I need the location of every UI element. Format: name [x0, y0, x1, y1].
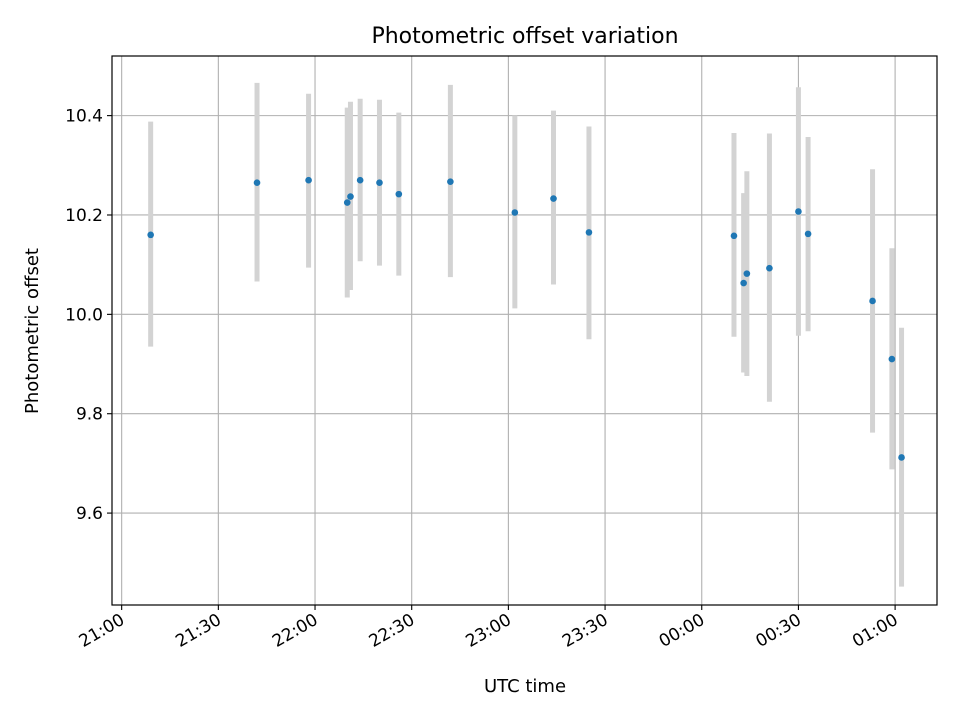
data-point [550, 195, 557, 202]
data-point [356, 176, 364, 184]
x-tick-label: 23:00 [462, 610, 514, 652]
data-point [740, 279, 747, 287]
data-point [253, 179, 261, 186]
data-point [305, 176, 312, 184]
data-point [376, 179, 383, 186]
data-point [511, 209, 519, 216]
x-tick-label: 21:00 [76, 610, 128, 652]
data-point [447, 178, 454, 185]
data-point [585, 229, 593, 236]
y-tick-label: 10.4 [65, 107, 103, 127]
data-point [395, 190, 403, 198]
data-point [730, 232, 738, 240]
x-tick-label: 22:30 [366, 610, 418, 652]
data-point [898, 454, 905, 461]
data-point [869, 297, 876, 305]
y-tick-label: 9.6 [76, 504, 103, 524]
data-point [343, 199, 351, 206]
data-point [347, 193, 354, 200]
grid-lines [112, 56, 937, 605]
y-tick-label: 9.8 [76, 405, 103, 425]
x-tick-label: 21:30 [172, 610, 224, 652]
y-tick-label: 10.0 [65, 305, 103, 325]
data-point [766, 264, 773, 272]
x-axis-label: UTC time [484, 676, 566, 697]
data-points [147, 176, 905, 461]
x-tick-label: 22:00 [269, 610, 321, 652]
x-tick-label: 01:00 [849, 610, 901, 652]
x-tick-label: 23:30 [559, 610, 611, 652]
chart-title: Photometric offset variation [371, 24, 678, 49]
x-tick-label: 00:30 [752, 610, 804, 652]
axis-ticks: 21:00 21:30 22:00 22:30 23:00 23:30 00:00 00:30… [65, 107, 901, 652]
data-point [743, 270, 751, 277]
error-bars [148, 82, 905, 587]
data-point [804, 230, 812, 238]
y-tick-label: 10.2 [65, 206, 103, 226]
y-axis-label: Photometric offset [22, 248, 43, 414]
x-tick-label: 00:00 [656, 610, 708, 652]
plot-frame [111, 55, 938, 606]
data-point [147, 231, 154, 239]
data-point [888, 355, 896, 363]
data-point [795, 208, 802, 215]
